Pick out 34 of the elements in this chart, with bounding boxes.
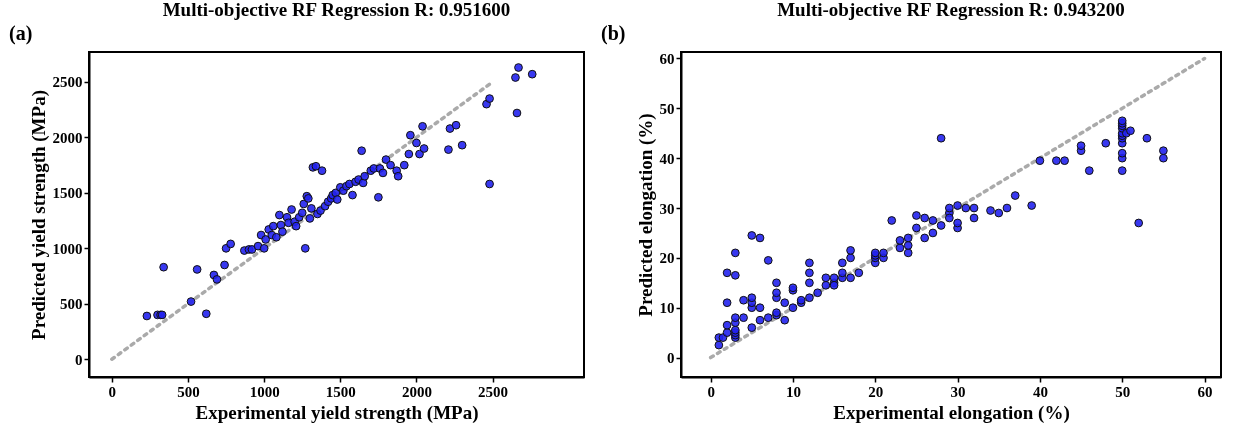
y-tick-label: 1000 xyxy=(52,240,83,257)
y-axis-title: Predicted elongation (%) xyxy=(634,113,657,317)
x-tick-label: 0 xyxy=(108,383,117,400)
chart-title: Multi-objective RF Regression R: 0.943200 xyxy=(777,0,1125,20)
y-tick-label: 60 xyxy=(659,50,675,67)
x-tick-label: 60 xyxy=(1197,383,1213,400)
y-tick-label: 0 xyxy=(75,351,83,368)
text: (b) xyxy=(601,22,626,45)
x-axis-title: Experimental elongation (%) xyxy=(833,401,1070,424)
x-tick-label: 500 xyxy=(177,383,200,400)
y-tick-label: 40 xyxy=(659,150,675,167)
x-tick-label: 30 xyxy=(950,383,966,400)
chart-title: Multi-objective RF Regression R: 0.951600 xyxy=(162,0,511,20)
x-tick-label: 2000 xyxy=(401,383,432,400)
x-axis-title: Experimental yield strength (MPa) xyxy=(195,401,479,424)
y-tick-label: 1500 xyxy=(52,185,83,202)
x-tick-label: 1500 xyxy=(325,383,356,400)
y-axis-title: Predicted yield strength (MPa) xyxy=(27,90,50,340)
y-tick-label: 20 xyxy=(659,250,675,267)
text: (a) xyxy=(9,22,33,45)
y-tick-label: 50 xyxy=(659,100,675,117)
x-tick-label: 20 xyxy=(868,383,884,400)
y-tick-label: 500 xyxy=(60,296,83,313)
x-tick-label: 1000 xyxy=(249,383,280,400)
x-tick-label: 40 xyxy=(1032,383,1048,400)
x-tick-label: 2500 xyxy=(478,383,509,400)
y-tick-label: 2500 xyxy=(52,74,83,91)
x-tick-label: 50 xyxy=(1115,383,1131,400)
y-tick-label: 0 xyxy=(667,350,675,367)
y-tick-label: 2000 xyxy=(52,129,83,146)
y-tick-label: 10 xyxy=(659,300,675,317)
x-tick-label: 10 xyxy=(785,383,801,400)
y-tick-label: 30 xyxy=(659,200,675,217)
x-tick-label: 0 xyxy=(707,383,715,400)
